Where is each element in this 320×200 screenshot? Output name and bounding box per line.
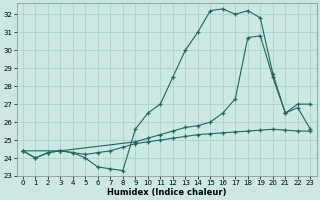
X-axis label: Humidex (Indice chaleur): Humidex (Indice chaleur) — [107, 188, 226, 197]
